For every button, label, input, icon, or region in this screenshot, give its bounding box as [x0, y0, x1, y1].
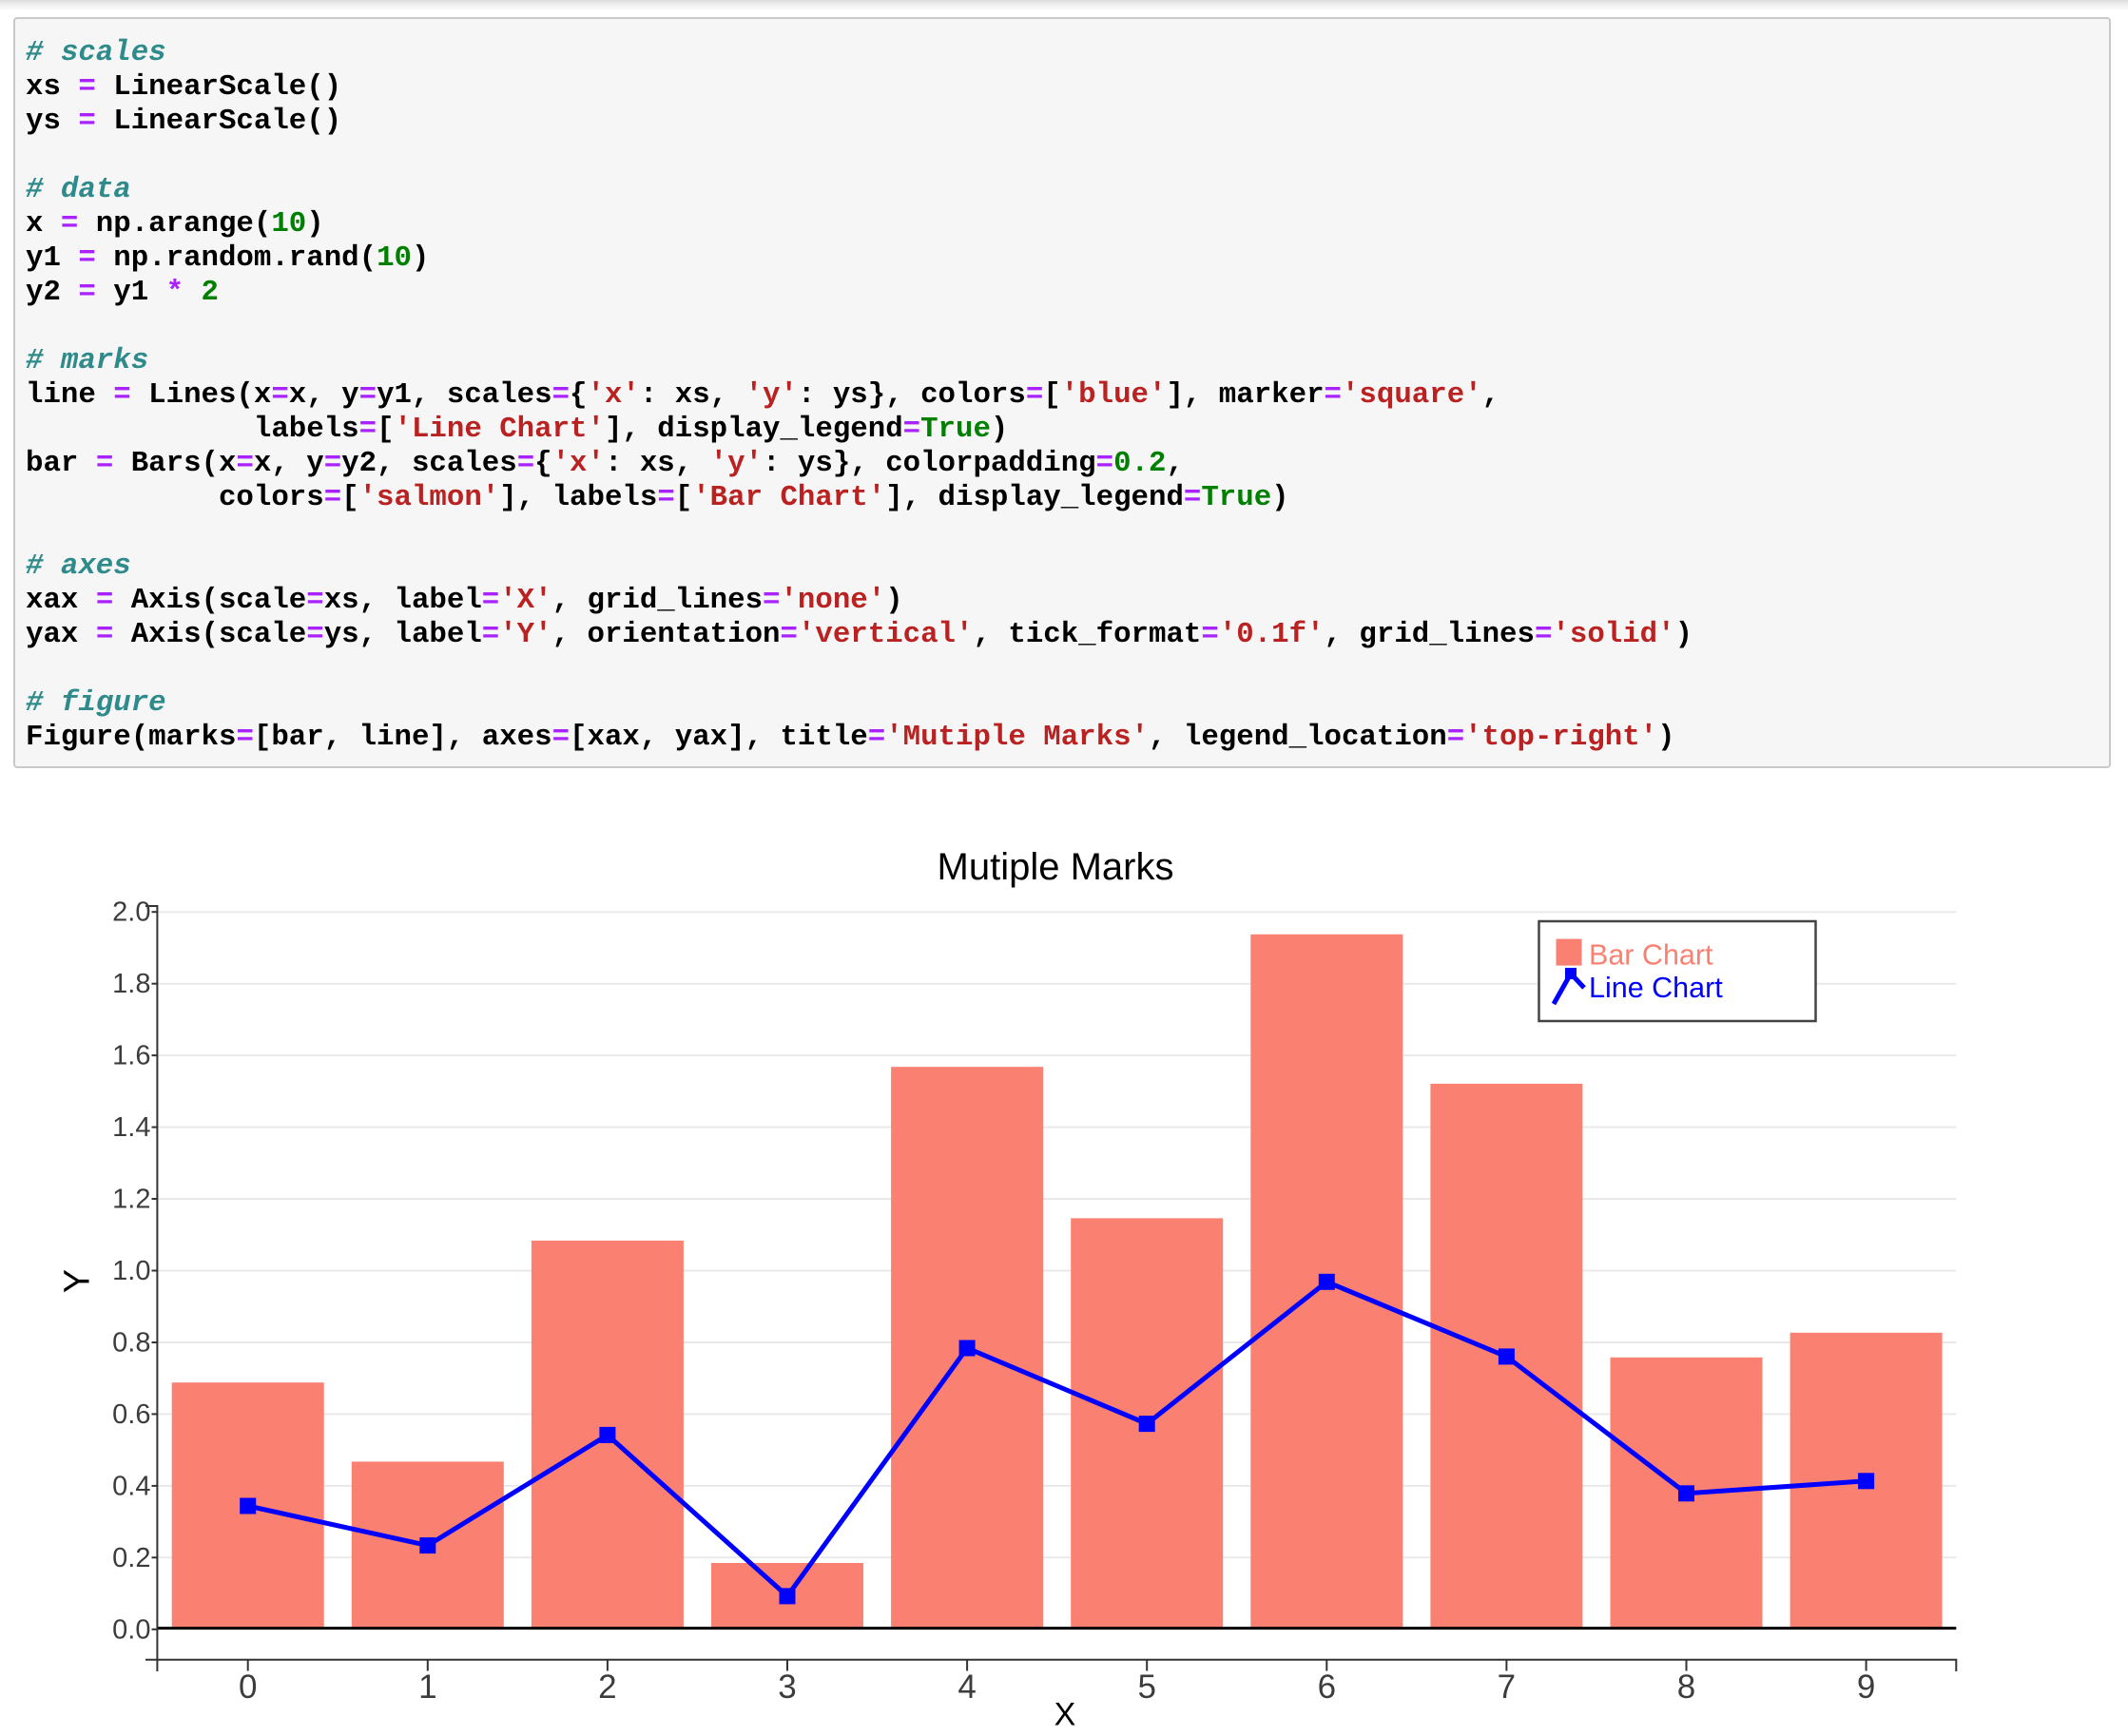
svg-text:1.2: 1.2 — [112, 1185, 150, 1215]
svg-text:Y: Y — [58, 1269, 98, 1293]
svg-text:1: 1 — [418, 1668, 436, 1706]
svg-text:Line Chart: Line Chart — [1589, 972, 1723, 1004]
svg-text:0.6: 0.6 — [112, 1399, 150, 1430]
svg-text:Mutiple Marks: Mutiple Marks — [938, 846, 1174, 888]
svg-text:9: 9 — [1857, 1668, 1875, 1706]
svg-text:2.0: 2.0 — [112, 897, 150, 928]
svg-text:3: 3 — [778, 1668, 796, 1706]
svg-text:0.4: 0.4 — [112, 1471, 150, 1501]
svg-text:7: 7 — [1498, 1668, 1516, 1706]
svg-text:Bar Chart: Bar Chart — [1589, 939, 1713, 972]
svg-text:1.8: 1.8 — [112, 969, 150, 999]
svg-text:6: 6 — [1318, 1668, 1336, 1706]
svg-text:X: X — [1054, 1697, 1076, 1733]
svg-text:1.6: 1.6 — [112, 1041, 150, 1071]
svg-text:5: 5 — [1137, 1668, 1155, 1706]
svg-text:2: 2 — [598, 1668, 616, 1706]
svg-text:0.8: 0.8 — [112, 1328, 150, 1359]
svg-text:0.0: 0.0 — [112, 1614, 150, 1645]
svg-text:0: 0 — [239, 1668, 257, 1706]
svg-text:1.4: 1.4 — [112, 1112, 150, 1143]
svg-text:4: 4 — [958, 1668, 976, 1706]
svg-text:1.0: 1.0 — [112, 1256, 150, 1286]
svg-text:0.2: 0.2 — [112, 1543, 150, 1573]
svg-text:8: 8 — [1677, 1668, 1695, 1706]
